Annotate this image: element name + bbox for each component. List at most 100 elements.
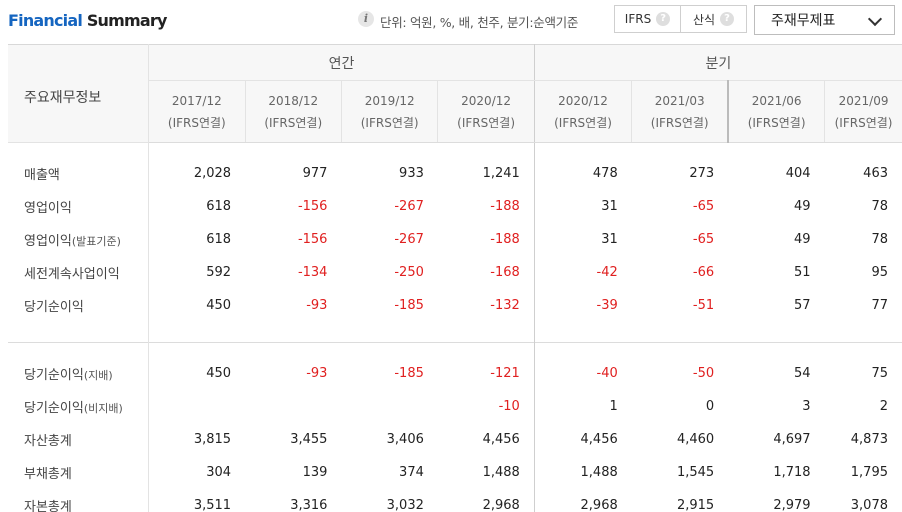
spacer-cell [824, 342, 902, 357]
column-header: 2018/12 (IFRS연결) [245, 80, 342, 143]
statement-select[interactable]: 주재무제표 [754, 5, 895, 35]
table-cell: 75 [871, 365, 888, 381]
spacer-cell [245, 342, 342, 357]
spacer-cell [245, 322, 341, 343]
table-cell: 618 [206, 231, 232, 247]
spacer-cell [728, 322, 824, 343]
table-cell: 2,915 [676, 497, 715, 512]
row-label-text: 매출액 [24, 167, 60, 183]
spacer-cell [437, 142, 535, 157]
spacer-cell [149, 322, 245, 343]
toggle-formula-label: 산식 [692, 12, 716, 27]
row-label: 부채총계 [8, 455, 150, 489]
toggle-ifrs[interactable]: IFRS ? [615, 6, 680, 32]
table-cell: -132 [437, 288, 535, 322]
table-cell: 95 [871, 264, 888, 280]
table-cell: 478 [592, 165, 618, 181]
table-cell: 77 [871, 297, 888, 313]
column-period: 2020/12 [558, 93, 608, 108]
table-row: 당기순이익(지배) 450 -93 -185 -121 -40 -50 54 75 [8, 356, 902, 390]
help-icon[interactable]: ? [720, 12, 735, 26]
spacer-row [8, 342, 902, 357]
group-quarterly: 분기 [534, 44, 902, 81]
column-basis: (IFRS연결) [747, 115, 806, 130]
column-period: 2019/12 [364, 93, 415, 108]
table-cell: 49 [794, 231, 811, 247]
spacer-cell [632, 322, 728, 343]
chevron-down-icon [867, 11, 883, 27]
spacer-cell [437, 342, 535, 357]
table-cell: 2 [879, 398, 888, 414]
table-cell: 2,979 [773, 497, 811, 512]
spacer-cell [341, 342, 438, 357]
spacer-row [8, 321, 902, 343]
table-cell: 450 [206, 365, 232, 381]
spacer-cell [8, 142, 150, 157]
table-cell: -156 [297, 198, 328, 214]
row-label: 당기순이익 [8, 288, 150, 322]
row-label-text: 부채총계 [24, 466, 72, 482]
row-label-suffix: (발표기준) [71, 234, 121, 248]
table-cell: 1 [609, 398, 618, 414]
spacer-cell [728, 342, 825, 357]
toggle-ifrs-label: IFRS [624, 12, 652, 26]
table-row: 매출액 2,028 977 933 1,241 478 273 404 463 [8, 156, 902, 190]
table-cell: 3,406 [386, 431, 424, 447]
table-cell: 2,968 [437, 488, 535, 512]
table-cell: -185 [394, 365, 424, 381]
column-period: 2018/12 [268, 93, 319, 108]
spacer-cell [534, 143, 631, 157]
row-label-text: 당기순이익 [24, 400, 84, 416]
table-cell: -168 [437, 255, 535, 289]
info-icon[interactable]: i [358, 11, 374, 27]
unit-description: 단위: 억원, %, 배, 천주, 분기:순액기준 [380, 15, 579, 30]
column-header: 2021/03 (IFRS연결) [631, 80, 730, 143]
row-label-text: 당기순이익 [24, 367, 84, 383]
table-cell: -50 [692, 365, 715, 381]
table-cell: -66 [692, 264, 715, 280]
table-cell: 78 [871, 198, 888, 214]
table-cell: -121 [437, 356, 535, 390]
table-cell: 304 [206, 464, 232, 480]
row-label: 당기순이익(비지배) [8, 389, 150, 423]
table-cell: -51 [692, 297, 715, 313]
table-cell: 49 [794, 198, 811, 214]
column-period: 2017/12 [171, 93, 222, 108]
table-cell: -65 [692, 231, 715, 247]
column-basis: (IFRS연결) [834, 115, 893, 130]
row-label: 당기순이익(지배) [8, 356, 150, 390]
table-cell [341, 390, 437, 423]
toggle-formula[interactable]: 산식 ? [680, 6, 746, 32]
table-row: 영업이익(발표기준) 618 -156 -267 -188 31 -65 49 78 [8, 222, 902, 256]
row-label-text: 당기순이익 [24, 299, 84, 315]
summary-header: Financial Summary i 단위: 억원, %, 배, 천주, 분기… [0, 0, 902, 44]
spacer-cell [534, 322, 631, 343]
column-basis: (IFRS연결) [264, 115, 323, 130]
table-cell: 31 [601, 231, 618, 247]
help-icon[interactable]: ? [656, 12, 671, 26]
table-cell: 3,078 [850, 497, 888, 512]
table-cell: -134 [297, 264, 328, 280]
spacer-row [8, 142, 902, 157]
spacer-cell [632, 143, 728, 157]
spacer-cell [728, 143, 824, 157]
spacer-cell [8, 321, 150, 343]
table-cell: 450 [206, 297, 232, 313]
row-label: 영업이익(발표기준) [8, 222, 150, 256]
table-cell [245, 390, 341, 423]
table-cell: 618 [206, 198, 232, 214]
table-cell: 4,460 [676, 431, 715, 447]
spacer-cell [825, 143, 902, 157]
table-cell: 31 [601, 198, 618, 214]
row-label-text: 자본총계 [24, 499, 72, 512]
table-cell: -156 [297, 231, 328, 247]
table-cell: -185 [394, 297, 424, 313]
table-cell: 4,873 [850, 431, 888, 447]
table-cell: 78 [871, 231, 888, 247]
row-label: 자산총계 [8, 422, 150, 456]
table-cell: -93 [306, 365, 328, 381]
table-cell: -10 [437, 389, 535, 423]
table-cell: 592 [206, 264, 232, 280]
row-label-suffix: (비지배) [83, 401, 123, 415]
row-label-text: 영업이익 [24, 233, 72, 249]
